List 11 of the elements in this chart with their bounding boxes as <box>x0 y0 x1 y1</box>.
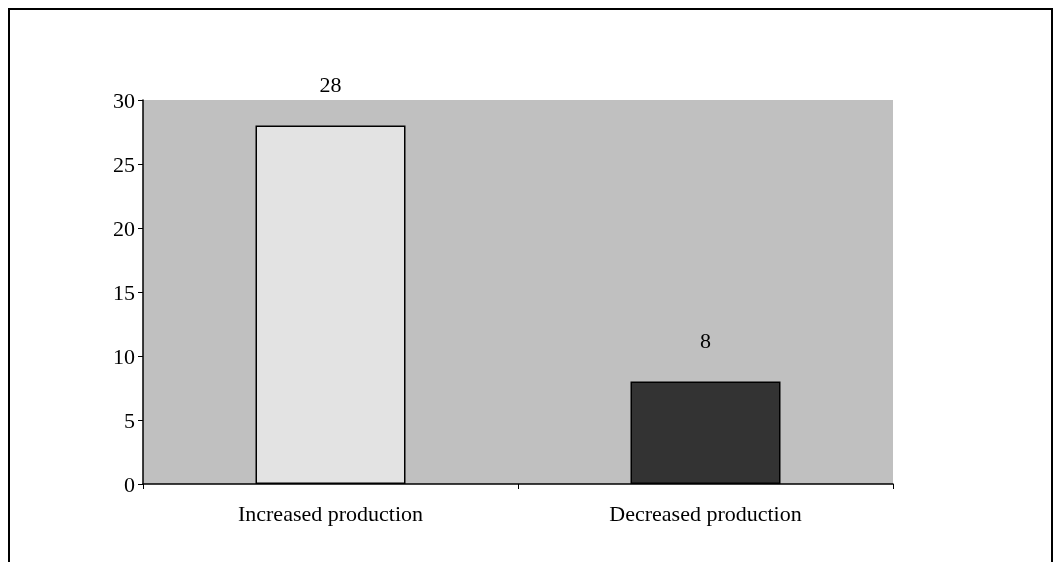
x-tick-label: Increased production <box>237 500 424 526</box>
y-tick-label: 15 <box>113 279 135 305</box>
y-tick-label: 0 <box>124 471 135 497</box>
y-tick-label: 30 <box>113 87 135 113</box>
y-tick-label: 25 <box>113 151 135 177</box>
y-tick-label: 20 <box>113 215 135 241</box>
data-label: 28 <box>319 72 342 98</box>
data-label: 8 <box>700 328 711 354</box>
y-tick-label: 10 <box>113 343 135 369</box>
x-tick-label: Decreased production <box>609 500 802 526</box>
y-tick-label: 5 <box>124 407 135 433</box>
